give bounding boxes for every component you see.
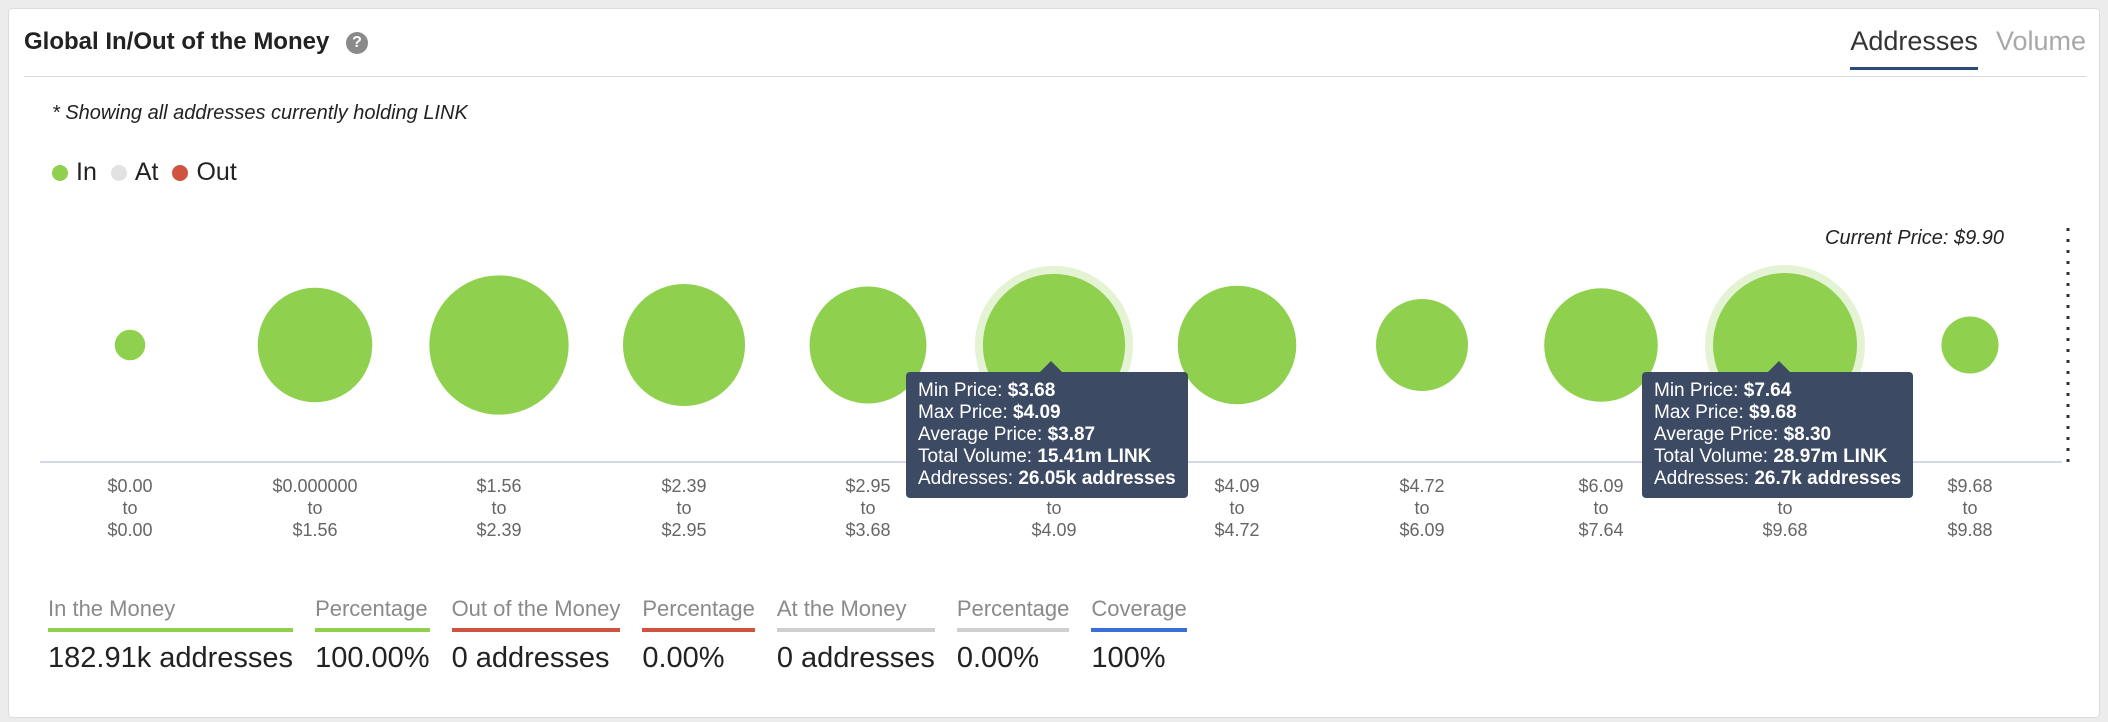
x-tick-label: $2.95 xyxy=(661,520,706,540)
x-tick-label: to xyxy=(307,498,322,518)
tooltip-min-row: Min Price: $7.64 xyxy=(1654,380,1792,401)
tooltip-addresses-row: Addresses: 26.05k addresses xyxy=(918,468,1176,489)
legend-item-in[interactable]: In xyxy=(52,158,97,187)
x-tick-label: to xyxy=(1046,498,1061,518)
x-tick-label: to xyxy=(676,498,691,518)
x-tick-label: to xyxy=(122,498,137,518)
stat-label: Out of the Money xyxy=(451,596,621,632)
x-tick-label: $9.68 xyxy=(1762,520,1807,540)
bubble-point[interactable] xyxy=(1544,288,1658,402)
stat-in-the-money: In the Money 182.91k addresses xyxy=(48,596,294,675)
holding-note: * Showing all addresses currently holdin… xyxy=(52,102,468,124)
x-tick-label: $6.09 xyxy=(1578,476,1623,496)
legend-dot-in-icon xyxy=(52,164,68,181)
tooltip-range-7-64-9-68: Min Price: $7.64 Max Price: $9.68 Averag… xyxy=(1642,361,1914,498)
stat-value: 0.00% xyxy=(642,642,725,674)
stat-at-the-money: At the Money 0 addresses xyxy=(776,596,935,675)
tooltip-volume-row: Total Volume: 28.97m LINK xyxy=(1654,446,1888,467)
stat-in-percentage: Percentage 100.00% xyxy=(315,596,430,675)
x-tick-label: to xyxy=(1229,498,1244,518)
bubble-point[interactable] xyxy=(1375,298,1469,392)
legend-label-out: Out xyxy=(196,158,237,186)
chart-legend: In At Out xyxy=(52,158,237,187)
page-title: Global In/Out of the Money xyxy=(24,28,330,55)
tooltip-addresses-row: Addresses: 26.7k addresses xyxy=(1654,468,1902,489)
stat-label: Percentage xyxy=(315,596,430,632)
summary-stats: In the Money 182.91k addresses Percentag… xyxy=(48,596,1187,675)
stat-out-of-the-money: Out of the Money 0 addresses xyxy=(451,596,621,675)
bubble-point[interactable] xyxy=(1941,316,1999,374)
tab-volume[interactable]: Volume xyxy=(1995,26,2086,56)
stat-value: 0 addresses xyxy=(451,642,610,674)
current-price-label: Current Price: $9.90 xyxy=(1825,227,2004,249)
x-tick-label: $2.39 xyxy=(476,520,521,540)
x-tick-label: to xyxy=(491,498,506,518)
x-tick-label: $9.68 xyxy=(1947,476,1992,496)
stat-label: Percentage xyxy=(642,596,755,632)
x-tick-label: $2.39 xyxy=(661,476,706,496)
bubble-point[interactable] xyxy=(257,287,373,403)
x-tick-label: to xyxy=(1962,498,1977,518)
x-tick-label: $0.00 xyxy=(107,476,152,496)
tooltip-avg-row: Average Price: $8.30 xyxy=(1654,424,1832,445)
legend-item-at[interactable]: At xyxy=(110,158,159,187)
x-tick-label: to xyxy=(1777,498,1792,518)
x-tick-label: $3.68 xyxy=(845,520,890,540)
legend-label-at: At xyxy=(134,158,159,186)
bubble-point[interactable] xyxy=(114,329,146,361)
stat-value: 0 addresses xyxy=(776,642,935,674)
x-tick-label: $4.72 xyxy=(1399,476,1444,496)
header-divider xyxy=(24,76,2086,77)
tooltip-max-row: Max Price: $9.68 xyxy=(1654,402,1797,423)
stat-label: In the Money xyxy=(48,596,294,632)
x-tick-label: $2.95 xyxy=(845,476,890,496)
tooltip-volume-row: Total Volume: 15.41m LINK xyxy=(918,446,1152,467)
tooltip-min-row: Min Price: $3.68 xyxy=(918,380,1056,401)
x-tick-label: to xyxy=(1593,498,1608,518)
x-tick-label: $0.000000 xyxy=(272,476,357,496)
tab-addresses[interactable]: Addresses xyxy=(1850,26,1978,70)
bubble-point[interactable] xyxy=(1177,285,1297,405)
legend-item-out[interactable]: Out xyxy=(172,158,237,187)
x-tick-label: $6.09 xyxy=(1399,520,1444,540)
stat-coverage: Coverage 100% xyxy=(1091,596,1187,675)
legend-dot-out-icon xyxy=(172,164,189,181)
stat-value: 100.00% xyxy=(315,642,430,674)
x-tick-label: $4.09 xyxy=(1214,476,1259,496)
tooltip-max-row: Max Price: $4.09 xyxy=(918,402,1061,423)
x-tick-label: to xyxy=(1414,498,1429,518)
bubble-point[interactable] xyxy=(429,275,569,415)
legend-label-in: In xyxy=(76,158,97,186)
tooltip-range-3-68-4-09: Min Price: $3.68 Max Price: $4.09 Averag… xyxy=(906,361,1188,498)
stat-label: At the Money xyxy=(776,596,935,632)
tooltip-avg-row: Average Price: $3.87 xyxy=(918,424,1096,445)
stat-out-percentage: Percentage 0.00% xyxy=(642,596,755,675)
bubble-point[interactable] xyxy=(809,286,927,404)
bubble-point[interactable] xyxy=(622,283,746,407)
x-tick-label: $4.09 xyxy=(1031,520,1076,540)
stat-value: 0.00% xyxy=(956,642,1040,674)
view-tabs: Addresses Volume xyxy=(1850,26,2086,70)
legend-dot-at-icon xyxy=(110,164,127,181)
stat-label: Percentage xyxy=(956,596,1070,632)
stat-label: Coverage xyxy=(1091,596,1187,632)
question-circle-icon[interactable]: ? xyxy=(346,32,368,54)
x-tick-label: $1.56 xyxy=(292,520,337,540)
stat-value: 100% xyxy=(1091,642,1166,674)
x-tick-label: to xyxy=(860,498,875,518)
x-tick-label: $9.88 xyxy=(1947,520,1992,540)
x-tick-label: $7.64 xyxy=(1578,520,1623,540)
stat-value: 182.91k addresses xyxy=(48,642,294,674)
x-tick-label: $0.00 xyxy=(107,520,152,540)
x-tick-label: $4.72 xyxy=(1214,520,1259,540)
x-tick-label: $1.56 xyxy=(476,476,521,496)
stat-at-percentage: Percentage 0.00% xyxy=(956,596,1070,675)
